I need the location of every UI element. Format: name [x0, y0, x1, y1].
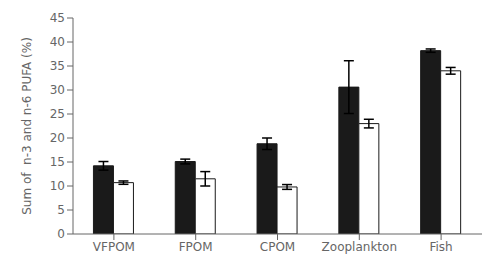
svg-text:45: 45: [50, 11, 65, 25]
svg-text:CPOM: CPOM: [260, 240, 295, 254]
svg-text:25: 25: [50, 107, 65, 121]
svg-text:15: 15: [50, 155, 65, 169]
svg-text:30: 30: [50, 83, 65, 97]
svg-text:0: 0: [57, 227, 65, 241]
svg-text:20: 20: [50, 131, 65, 145]
svg-text:Sum of n-3 and n-6 PUFA (%): Sum of n-3 and n-6 PUFA (%): [20, 37, 34, 215]
svg-text:FPOM: FPOM: [179, 240, 213, 254]
svg-text:Fish: Fish: [429, 240, 452, 254]
svg-text:35: 35: [50, 59, 65, 73]
svg-text:10: 10: [50, 179, 65, 193]
svg-text:5: 5: [57, 203, 65, 217]
svg-text:VFPOM: VFPOM: [93, 240, 135, 254]
svg-text:Zooplankton: Zooplankton: [322, 240, 397, 254]
svg-text:40: 40: [50, 35, 65, 49]
